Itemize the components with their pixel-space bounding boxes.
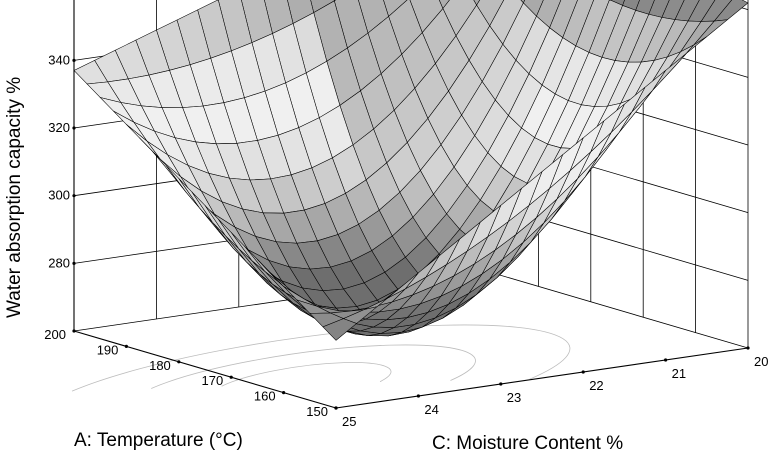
y-tick-mark (334, 406, 338, 410)
floor-contour-line (151, 344, 476, 389)
x-tick-label: 200 (44, 327, 66, 342)
x-tick-label: 190 (97, 342, 119, 357)
y-tick-mark (581, 370, 585, 374)
y-tick-label: 25 (342, 414, 356, 429)
floor-contour-line (71, 324, 571, 392)
z-tick-mark (72, 261, 76, 265)
x-tick-mark (177, 360, 181, 364)
y-tick-label: 20 (754, 354, 768, 369)
z-tick-label: 280 (48, 255, 70, 270)
y-tick-label: 23 (507, 390, 521, 405)
surface-patch (473, 0, 481, 6)
response-surface (73, 0, 749, 341)
y-tick-label: 21 (672, 366, 686, 381)
x-tick-label: 170 (201, 373, 223, 388)
floor-contour-line (221, 362, 392, 387)
surface-patch (438, 0, 450, 10)
y-tick-mark (499, 382, 503, 386)
axis-line (73, 330, 337, 409)
z-tick-mark (72, 58, 76, 62)
x-tick-mark (72, 329, 76, 333)
z-tick-label: 320 (48, 120, 70, 135)
x-tick-label: 180 (149, 358, 171, 373)
axis-line (335, 347, 749, 409)
x-tick-mark (124, 344, 128, 348)
x-tick-label: 160 (254, 389, 276, 404)
surface-patch (322, 318, 358, 341)
x-tick-mark (282, 391, 286, 395)
floor-contours (71, 324, 571, 392)
y-tick-mark (664, 358, 668, 362)
y-tick-label: 24 (424, 402, 438, 417)
z-tick-label: 300 (48, 188, 70, 203)
y-tick-mark (746, 346, 750, 350)
x-tick-mark (229, 375, 233, 379)
x-tick-label: 150 (306, 404, 328, 419)
z-tick-label: 340 (48, 52, 70, 67)
z-tick-mark (72, 194, 76, 198)
y-tick-label: 22 (589, 378, 603, 393)
y-tick-mark (416, 394, 420, 398)
z-axis-title: Water absorption capacity % (4, 77, 25, 318)
y-axis-title: C: Moisture Content % (432, 433, 623, 451)
x-axis-title: A: Temperature (°C) (74, 430, 243, 451)
z-tick-mark (72, 126, 76, 130)
axis-ticks: 2803003203403603802001901801701601502524… (44, 52, 768, 429)
